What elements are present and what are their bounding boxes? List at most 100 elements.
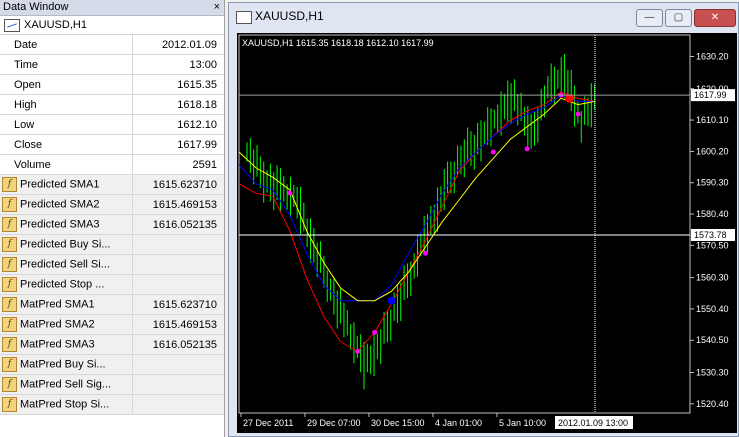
indicator-row: f MatPred Sell Sig...	[0, 374, 224, 395]
y-tick-label: 1570.50	[696, 240, 729, 250]
row-label: Close	[0, 134, 133, 155]
row-value	[132, 374, 224, 395]
row-label-text: Predicted Stop ...	[20, 278, 105, 291]
row-value: 2591	[132, 154, 224, 175]
row-label: f MatPred SMA3	[0, 334, 133, 355]
indicator-row: f Predicted SMA3 1616.052135	[0, 214, 224, 235]
row-value	[132, 274, 224, 295]
data-row: Low 1612.10	[0, 114, 224, 135]
row-label: Time	[0, 54, 133, 75]
chart-canvas[interactable]: 1630.20 1620.00 1610.10 1600.20 1590.30 1580.…	[237, 33, 737, 433]
close-button[interactable]: ✕	[694, 9, 736, 27]
row-label-text: Predicted Sell Si...	[20, 258, 110, 271]
time-marker: 2012.01.09 13:00	[558, 418, 628, 428]
indicator-icon: f	[2, 377, 17, 392]
indicator-icon: f	[2, 337, 17, 352]
signal-dot	[490, 149, 496, 155]
indicator-icon: f	[2, 297, 17, 312]
data-row: Time 13:00	[0, 54, 224, 75]
indicator-icon: f	[2, 277, 17, 292]
row-value: 1612.10	[132, 114, 224, 135]
data-row: High 1618.18	[0, 94, 224, 115]
indicator-row: f MatPred Stop Si...	[0, 394, 224, 415]
row-label-text: Predicted SMA1	[20, 178, 100, 191]
x-tick-label: 30 Dec 15:00	[371, 418, 425, 428]
price-chart[interactable]: 1630.20 1620.00 1610.10 1600.20 1590.30 1580.…	[237, 33, 737, 433]
row-label: f MatPred SMA2	[0, 314, 133, 335]
row-label: Date	[0, 35, 133, 55]
indicator-row: f Predicted SMA2 1615.469153	[0, 194, 224, 215]
indicator-icon: f	[2, 257, 17, 272]
y-tick-label: 1590.30	[696, 178, 729, 188]
sell-signal-dot	[565, 93, 575, 103]
y-tick-label: 1610.10	[696, 115, 729, 125]
row-value: 1615.623710	[132, 294, 224, 315]
row-label: Volume	[0, 154, 133, 175]
row-label-text: MatPred SMA3	[20, 338, 95, 351]
price-marker-box	[691, 89, 735, 102]
row-value: 1615.623710	[132, 174, 224, 195]
indicator-row: f Predicted Stop ...	[0, 274, 224, 295]
row-value: 13:00	[132, 54, 224, 75]
minimize-button[interactable]: —	[636, 9, 663, 27]
y-tick-label: 1530.30	[696, 368, 729, 378]
row-label: f Predicted SMA1	[0, 174, 133, 195]
close-icon[interactable]: ×	[213, 1, 220, 13]
y-tick-label: 1550.40	[696, 304, 729, 314]
row-value	[132, 254, 224, 275]
x-tick-label: 27 Dec 2011	[243, 418, 293, 428]
chart-icon	[4, 18, 20, 32]
price-marker: 1617.99	[694, 90, 727, 100]
row-label-text: MatPred Sell Sig...	[20, 378, 112, 391]
row-label-text: Open	[14, 78, 41, 91]
row-label: f MatPred SMA1	[0, 294, 133, 315]
signal-dot	[355, 348, 361, 354]
row-label-text: Predicted Buy Si...	[20, 238, 111, 251]
indicator-row: f MatPred SMA3 1616.052135	[0, 334, 224, 355]
row-label-text: Volume	[14, 158, 51, 171]
y-tick-label: 1560.30	[696, 273, 729, 283]
row-label: Open	[0, 74, 133, 95]
row-value: 1617.99	[132, 134, 224, 155]
signal-dot	[422, 250, 428, 256]
signal-dot	[287, 190, 293, 196]
indicator-icon: f	[2, 197, 17, 212]
indicator-icon: f	[2, 177, 17, 192]
data-window-title: Data Window	[3, 1, 69, 13]
row-label: f MatPred Sell Sig...	[0, 374, 133, 395]
data-row: Open 1615.35	[0, 74, 224, 95]
indicator-icon: f	[2, 357, 17, 372]
data-row: Close 1617.99	[0, 134, 224, 155]
signal-dot	[575, 111, 581, 117]
row-label: f Predicted SMA3	[0, 214, 133, 235]
row-label-text: MatPred Stop Si...	[20, 398, 110, 411]
row-label: f MatPred Buy Si...	[0, 354, 133, 375]
row-label: f Predicted Buy Si...	[0, 234, 133, 255]
maximize-button[interactable]: ▢	[665, 9, 692, 27]
row-value: 1615.469153	[132, 194, 224, 215]
data-table: Date 2012.01.09 Time 13:00 Open 1615.35 High 16…	[0, 35, 224, 415]
symbol-name: XAUUSD,H1	[24, 19, 87, 31]
y-tick-label: 1630.20	[696, 52, 729, 62]
row-label: High	[0, 94, 133, 115]
buy-signal-dot	[387, 296, 396, 305]
row-value	[132, 354, 224, 375]
sma-line-1	[238, 91, 596, 352]
symbol-row: XAUUSD,H1	[0, 16, 224, 35]
row-value	[132, 394, 224, 415]
row-label: f Predicted Sell Si...	[0, 254, 133, 275]
indicator-icon: f	[2, 217, 17, 232]
row-label-text: MatPred SMA2	[20, 318, 95, 331]
row-value	[132, 234, 224, 255]
chart-window-titlebar[interactable]: XAUUSD,H1 — ▢ ✕	[229, 3, 738, 30]
row-label-text: Time	[14, 58, 39, 71]
ohlc-label: XAUUSD,H1 1615.35 1618.18 1612.10 1617.9…	[242, 38, 434, 48]
indicator-row: f Predicted Buy Si...	[0, 234, 224, 255]
indicator-row: f Predicted Sell Si...	[0, 254, 224, 275]
plot-frame	[238, 34, 691, 414]
row-label: Low	[0, 114, 133, 135]
indicator-row: f MatPred SMA1 1615.623710	[0, 294, 224, 315]
x-tick-label: 29 Dec 07:00	[307, 418, 361, 428]
y-tick-label: 1540.50	[696, 335, 729, 345]
data-window-titlebar: Data Window ×	[0, 0, 224, 16]
